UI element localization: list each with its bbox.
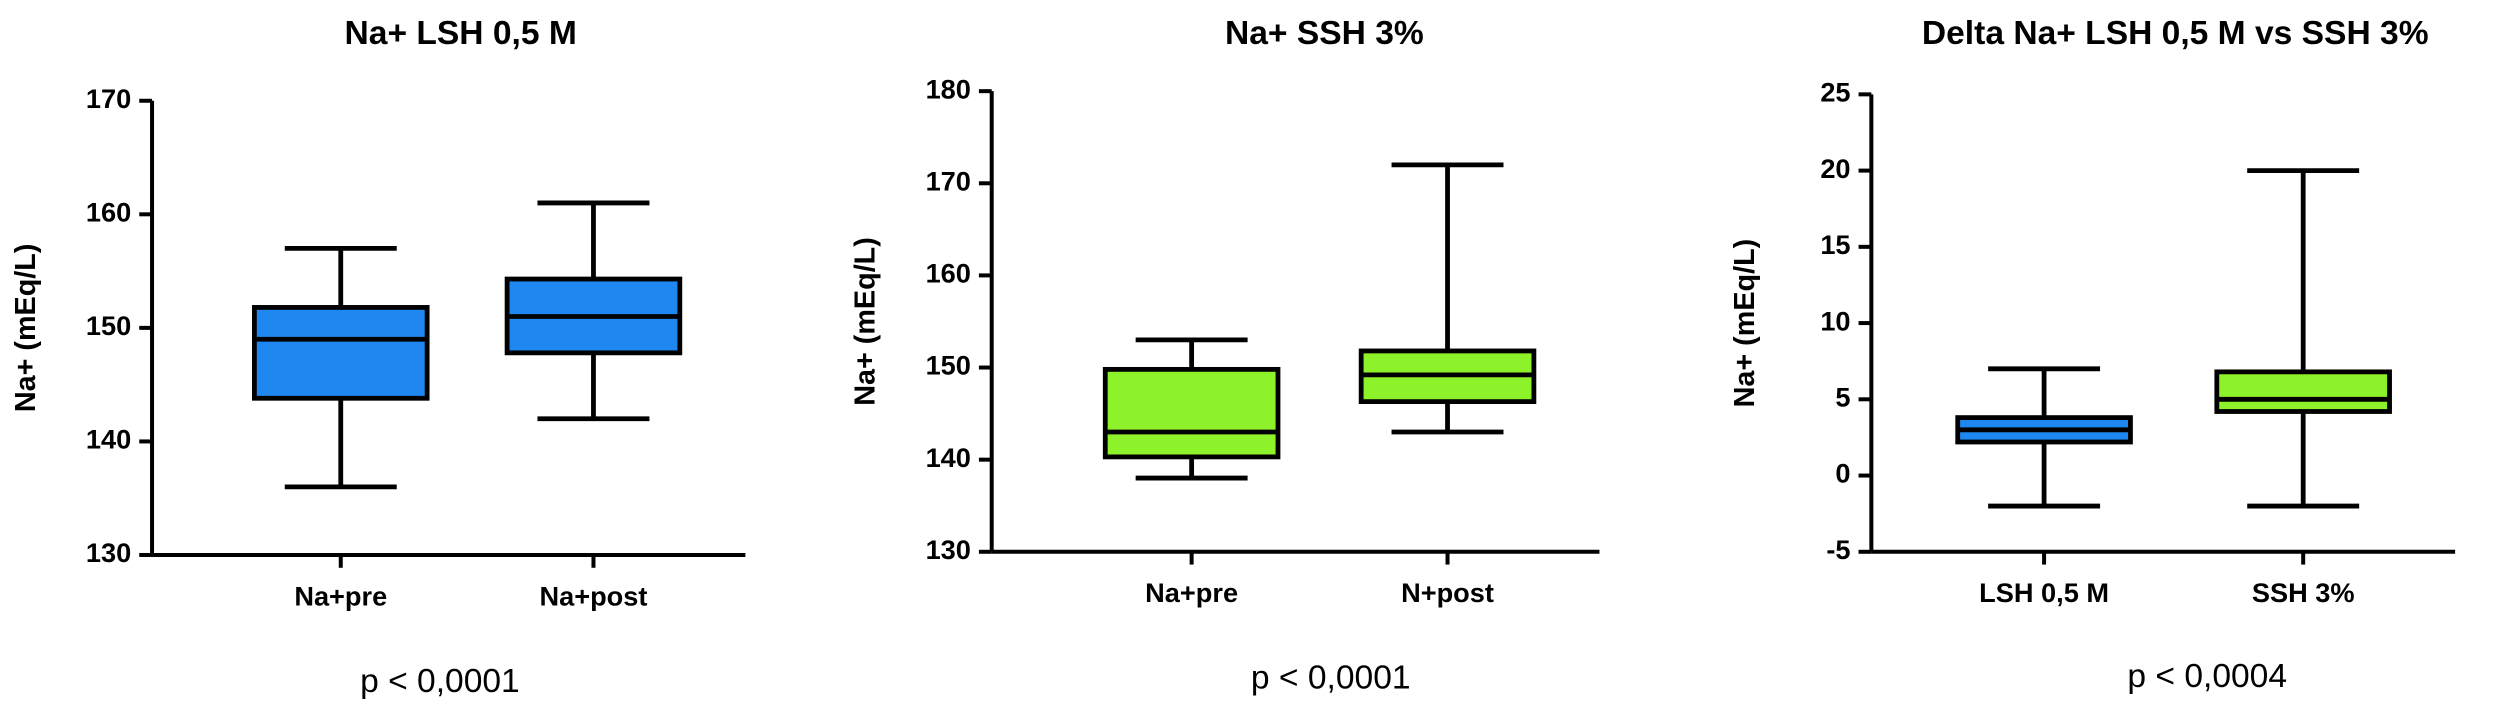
x-tick-label: SSH 3%: [2252, 577, 2355, 608]
y-tick-label: 160: [926, 258, 971, 289]
y-tick-label: 150: [86, 310, 131, 341]
y-axis-label: Na+ (mEq/L): [850, 237, 882, 406]
y-tick-label: 20: [1820, 153, 1850, 184]
y-tick-label: 180: [926, 73, 971, 104]
y-tick-label: 170: [926, 165, 971, 196]
y-tick-label: 130: [86, 537, 131, 568]
y-tick-label: 25: [1820, 77, 1850, 108]
y-tick-label: 10: [1820, 305, 1850, 336]
y-tick-label: 160: [86, 197, 131, 228]
y-tick-label: 140: [86, 424, 131, 455]
x-tick-label: LSH 0,5 M: [1979, 577, 2109, 608]
y-tick-label: 5: [1835, 381, 1850, 412]
y-axis-label: Na+ (mEq/L): [10, 244, 42, 413]
x-tick-label: Na+pre: [1145, 577, 1238, 608]
chart-title: Na+ SSH 3%: [1225, 15, 1424, 52]
box: [251, 305, 430, 401]
x-tick-label: Na+post: [539, 580, 647, 611]
y-tick-label: -5: [1826, 534, 1850, 565]
x-tick-label: N+post: [1401, 577, 1494, 608]
y-tick-label: 140: [926, 442, 971, 473]
y-axis-label: Na+ (mEq/L): [1729, 239, 1761, 408]
y-tick-label: 130: [926, 534, 971, 565]
annotation: p < 0,0001: [1251, 660, 1411, 697]
y-tick-label: 15: [1820, 229, 1850, 260]
y-tick-label: 150: [926, 350, 971, 381]
y-tick-label: 170: [86, 83, 131, 114]
chart-title: Delta Na+ LSH 0,5 M vs SSH 3%: [1922, 15, 2429, 52]
x-tick-label: Na+pre: [294, 580, 387, 611]
chart-title: Na+ LSH 0,5 M: [345, 15, 577, 52]
box: [1102, 366, 1281, 460]
annotation: p < 0,0001: [360, 663, 520, 700]
box: [2214, 369, 2392, 414]
y-tick-label: 0: [1835, 458, 1850, 489]
annotation: p < 0,0004: [2127, 658, 2287, 695]
